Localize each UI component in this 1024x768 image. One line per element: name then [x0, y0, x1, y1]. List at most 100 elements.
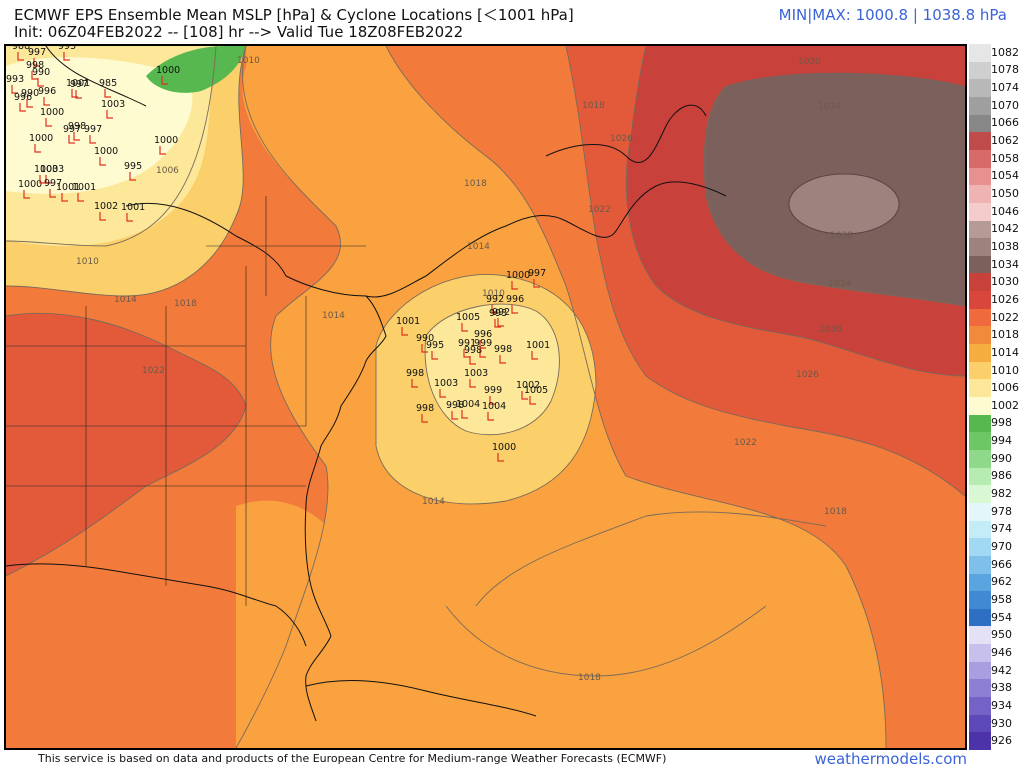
cyclone-low-marker: 1001 [121, 202, 145, 222]
cyclone-low-marker: 1005 [456, 312, 480, 332]
cyclone-low-marker: 1003 [434, 378, 458, 398]
colorbar-swatch [969, 326, 991, 345]
cyclone-low-marker: 997 [70, 79, 88, 99]
low-l-icon [461, 323, 468, 332]
cyclone-low-marker: 1000 [18, 179, 42, 199]
cyclone-low-marker: 990 [32, 67, 50, 87]
colorbar-swatch [969, 291, 991, 310]
brand-link[interactable]: weathermodels.com [814, 750, 967, 768]
colorbar-swatch [969, 644, 991, 663]
cyclone-low-marker: 1001 [396, 316, 420, 336]
colorbar-swatch [969, 432, 991, 451]
cyclone-low-marker: 998 [416, 403, 434, 423]
colorbar-label: 966 [991, 557, 1012, 571]
low-l-icon [469, 379, 476, 388]
cyclone-pressure-label: 997 [44, 178, 62, 189]
colorbar-label: 1058 [991, 151, 1019, 165]
colorbar-swatch [969, 273, 991, 292]
cyclone-low-marker: 1003 [464, 368, 488, 388]
colorbar-swatch [969, 167, 991, 186]
colorbar-swatch [969, 308, 991, 327]
cyclone-low-marker: 1002 [516, 380, 540, 400]
colorbar-swatch [969, 679, 991, 698]
pressure-colorbar-labels: 1082 1078 1074 1070 1066 1062 1058 1054 1050 1046… [991, 44, 1024, 750]
colorbar-swatch [969, 732, 991, 751]
colorbar-label: 998 [991, 416, 1012, 430]
cyclone-pressure-label: 990 [32, 67, 50, 78]
low-l-icon [43, 97, 50, 106]
low-l-icon [411, 379, 418, 388]
low-l-icon [126, 213, 133, 222]
colorbar-label: 962 [991, 575, 1012, 589]
colorbar-swatch [969, 379, 991, 398]
cyclone-pressure-label: 996 [474, 329, 492, 340]
low-l-icon [49, 189, 56, 198]
low-l-icon [68, 135, 75, 144]
colorbar-label: 974 [991, 522, 1012, 536]
cyclone-low-marker: 998 [68, 121, 86, 141]
colorbar-swatch [969, 397, 991, 416]
pressure-field-1010-atlantic [425, 304, 560, 435]
low-l-icon [19, 103, 26, 112]
isobar-lines [6, 46, 965, 748]
low-l-icon [129, 172, 136, 181]
colorbar-label: 942 [991, 663, 1012, 677]
cyclone-low-marker: 1001 [526, 340, 550, 360]
isobar-label: 1038 [830, 231, 853, 241]
colorbar-label: 1022 [991, 310, 1019, 324]
cyclone-pressure-label: 1004 [456, 399, 480, 410]
cyclone-pressure-label: 985 [99, 78, 117, 89]
low-l-icon [461, 410, 468, 419]
cyclone-pressure-label: 1000 [506, 270, 530, 281]
colorbar-swatch [969, 467, 991, 486]
isobar-label: 1022 [588, 205, 611, 215]
cyclone-pressure-label: 995 [58, 46, 76, 52]
colorbar-label: 990 [991, 451, 1012, 465]
colorbar-label: 1030 [991, 275, 1019, 289]
cyclone-pressure-label: 1000 [156, 65, 180, 76]
colorbar-label: 994 [991, 434, 1012, 448]
colorbar-label: 934 [991, 698, 1012, 712]
colorbar-label: 930 [991, 716, 1012, 730]
low-l-icon [63, 52, 70, 61]
cyclone-pressure-label: 998 [26, 60, 44, 71]
cyclone-low-marker: 1003 [101, 99, 125, 119]
colorbar-swatch [969, 520, 991, 539]
low-l-icon [17, 52, 24, 61]
cyclone-pressure-label: 1001 [66, 78, 90, 89]
cyclone-low-marker: 1001 [66, 78, 90, 98]
colorbar-swatch [969, 591, 991, 610]
colorbar-label: 1038 [991, 239, 1019, 253]
colorbar-swatch [969, 485, 991, 504]
cyclone-low-marker: 1001 [56, 182, 80, 202]
cyclone-pressure-label: 990 [416, 333, 434, 344]
cyclone-pressure-label: 996 [506, 294, 524, 305]
low-l-icon [511, 305, 518, 314]
low-l-icon [23, 190, 30, 199]
isobar-label: 1022 [734, 438, 757, 448]
cyclone-pressure-label: 1001 [121, 202, 145, 213]
cyclone-low-marker: 1001 [72, 182, 96, 202]
cyclone-low-marker: 999 [474, 338, 492, 358]
colorbar-label: 1010 [991, 363, 1019, 377]
colorbar-swatch [969, 414, 991, 433]
low-l-icon [161, 76, 168, 85]
cyclone-pressure-label: 997 [28, 47, 46, 58]
low-l-icon [421, 344, 428, 353]
low-l-icon [439, 389, 446, 398]
cyclone-pressure-label: 1001 [526, 340, 550, 351]
cyclone-low-marker: 1004 [456, 399, 480, 419]
cyclone-pressure-label: 998 [446, 400, 464, 411]
colorbar-label: 1066 [991, 116, 1019, 130]
colorbar-swatch [969, 344, 991, 363]
cyclone-pressure-label: 1003 [464, 368, 488, 379]
colorbar-label: 1062 [991, 134, 1019, 148]
isobar-label: 1018 [824, 507, 847, 517]
low-l-icon [61, 193, 68, 202]
cyclone-low-marker: 997 [528, 268, 546, 288]
isobar-label: 1014 [422, 497, 445, 507]
low-l-icon [421, 414, 428, 423]
colorbar-label: 954 [991, 610, 1012, 624]
colorbar-label: 1078 [991, 63, 1019, 77]
colorbar-label: 986 [991, 469, 1012, 483]
